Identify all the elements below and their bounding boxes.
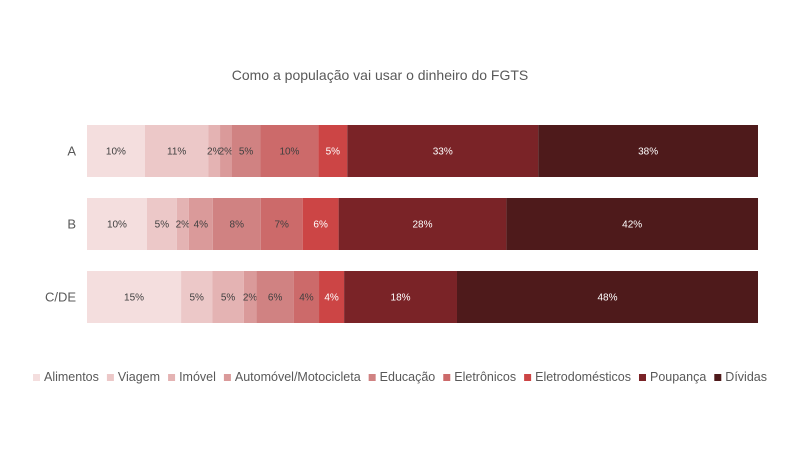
legend-label-educacao: Educação — [380, 370, 436, 384]
legend-swatch-dividas — [714, 374, 722, 381]
bar-segment-b-dividas — [506, 198, 759, 250]
data-label-b-eletrodomesticos: 6% — [313, 220, 328, 231]
legend-label-imovel: Imóvel — [179, 370, 216, 384]
data-label-b-dividas: 42% — [622, 220, 642, 231]
bar-segment-a-viagem — [144, 125, 209, 177]
data-label-b-imovel: 2% — [176, 220, 191, 231]
bar-segment-c-de-alimentos — [87, 271, 182, 323]
bar-segment-c-de-viagem — [181, 271, 213, 323]
legend: Alimentos Viagem Imóvel Automóvel/Motocicle… — [33, 370, 767, 384]
data-label-a-alimentos: 10% — [106, 147, 126, 158]
legend-swatch-alimentos — [33, 374, 41, 381]
bar-segment-a-alimentos — [87, 125, 145, 177]
legend-item-eletronicos: Eletrônicos — [443, 370, 516, 384]
data-label-c-de-eletrodomesticos: 4% — [324, 293, 339, 304]
legend-label-eletrodomesticos: Eletrodomésticos — [535, 370, 631, 384]
legend-item-eletrodomesticos: Eletrodomésticos — [524, 370, 631, 384]
bar-segment-a-educacao — [231, 125, 261, 177]
data-label-c-de-eletronicos: 4% — [299, 293, 314, 304]
legend-swatch-educacao — [368, 374, 376, 381]
data-label-c-de-poupanca: 18% — [391, 293, 411, 304]
data-label-b-poupanca: 28% — [412, 220, 432, 231]
bar-segment-c-de-eletrodomesticos — [319, 271, 345, 323]
bar-segment-a-dividas — [538, 125, 758, 177]
legend-swatch-automovel-motocicleta — [223, 374, 231, 381]
category-label-c-de: C/DE — [45, 290, 76, 305]
data-label-c-de-automovel-motocicleta: 2% — [243, 293, 258, 304]
legend-label-poupanca: Poupança — [650, 370, 706, 384]
plot-area: A 10% 11% 2%2% 5% 10% 5% 33% 38%B 10% 5% 2% 4% 8% 7% 6%… — [45, 125, 759, 323]
bar-segment-b-automovel-motocicleta — [188, 198, 213, 250]
bar-segment-c-de-eletronicos — [293, 271, 320, 323]
bar-segment-c-de-poupanca — [344, 271, 457, 323]
bar-segment-b-viagem — [146, 198, 177, 250]
bar-segment-a-eletronicos — [260, 125, 319, 177]
data-label-c-de-educacao: 6% — [268, 293, 283, 304]
data-label-a-poupanca: 33% — [433, 147, 453, 158]
legend-label-automovel-motocicleta: Automóvel/Motocicleta — [235, 370, 361, 384]
legend-swatch-imovel — [168, 374, 176, 381]
bar-segment-b-educacao — [212, 198, 261, 250]
legend-label-eletronicos: Eletrônicos — [454, 370, 516, 384]
data-label-b-eletronicos: 7% — [274, 220, 289, 231]
bar-segment-b-eletronicos — [260, 198, 303, 250]
bar-segment-a-imovel — [208, 125, 221, 177]
bar-segment-b-imovel — [176, 198, 189, 250]
bar-group-c-de: C/DE 15% 5% 5% 2% 6% 4% 4% 18% 48% — [45, 271, 758, 323]
data-label-c-de-viagem: 5% — [190, 293, 205, 304]
data-label-b-automovel-motocicleta: 4% — [194, 220, 209, 231]
bar-segment-b-alimentos — [87, 198, 147, 250]
legend-item-dividas: Dívidas — [714, 370, 767, 384]
data-label-b-educacao: 8% — [230, 220, 245, 231]
data-label-a-automovel-motocicleta: 2% — [219, 147, 234, 158]
data-label-a-eletronicos: 10% — [279, 147, 299, 158]
chart-title: Como a população vai usar o dinheiro do … — [232, 67, 529, 83]
data-label-b-viagem: 5% — [155, 220, 170, 231]
bar-segment-a-poupanca — [347, 125, 539, 177]
legend-swatch-eletronicos — [443, 374, 451, 381]
legend-item-poupanca: Poupança — [638, 370, 706, 384]
category-label-b: B — [67, 217, 76, 232]
data-label-b-alimentos: 10% — [107, 220, 127, 231]
data-label-c-de-alimentos: 15% — [124, 293, 144, 304]
legend-item-viagem: Viagem — [106, 370, 160, 384]
data-label-c-de-dividas: 48% — [597, 293, 617, 304]
bar-segment-c-de-imovel — [212, 271, 244, 323]
bar-segment-b-poupanca — [338, 198, 507, 250]
legend-item-automovel-motocicleta: Automóvel/Motocicleta — [223, 370, 361, 384]
bar-segment-a-eletrodomesticos — [318, 125, 348, 177]
legend-swatch-viagem — [106, 374, 114, 381]
legend-label-dividas: Dívidas — [725, 370, 767, 384]
bar-segment-b-eletrodomesticos — [302, 198, 339, 250]
legend-item-imovel: Imóvel — [168, 370, 216, 384]
data-label-a-dividas: 38% — [638, 147, 658, 158]
data-label-a-eletrodomesticos: 5% — [326, 147, 341, 158]
data-label-a-viagem: 11% — [167, 147, 186, 158]
legend-swatch-poupanca — [638, 374, 646, 381]
data-label-c-de-imovel: 5% — [221, 293, 236, 304]
legend-label-viagem: Viagem — [118, 370, 160, 384]
legend-swatch-eletrodomesticos — [524, 374, 532, 381]
bar-segment-c-de-educacao — [256, 271, 294, 323]
legend-label-alimentos: Alimentos — [44, 370, 99, 384]
category-label-a: A — [67, 144, 76, 159]
data-label-a-educacao: 5% — [239, 147, 254, 158]
bar-group-b: B 10% 5% 2% 4% 8% 7% 6% 28% 42% — [67, 198, 759, 250]
bar-group-a: A 10% 11% 2%2% 5% 10% 5% 33% 38% — [67, 125, 758, 177]
data-label-a-imovel: 2% — [207, 147, 222, 158]
bar-segment-c-de-dividas — [456, 271, 758, 323]
bar-segment-c-de-automovel-motocicleta — [243, 271, 257, 323]
bar-segment-a-automovel-motocicleta — [220, 125, 232, 177]
legend-item-educacao: Educação — [368, 370, 436, 384]
legend-item-alimentos: Alimentos — [33, 370, 99, 384]
